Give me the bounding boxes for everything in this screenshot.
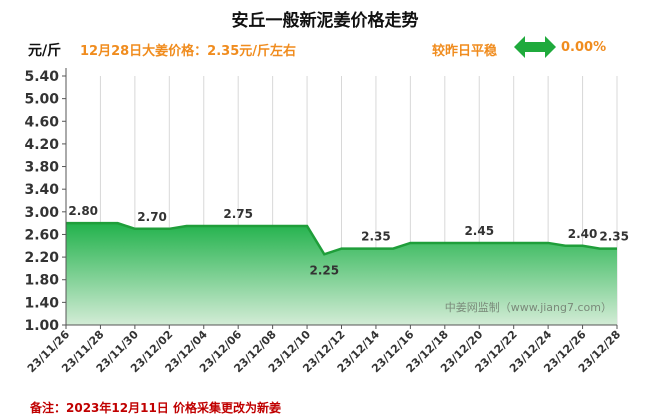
trend-percent: 0.00%: [561, 40, 607, 55]
watermark: 中姜网监制（www.jiang7.com）: [445, 300, 612, 314]
y-tick-label: 3.80: [24, 160, 59, 176]
y-tick-label: 1.00: [24, 318, 59, 334]
y-tick-label: 2.60: [24, 227, 59, 243]
y-tick-label: 1.40: [24, 295, 59, 311]
price-area: [66, 223, 617, 325]
unit-label: 元/斤: [28, 43, 62, 59]
price-line: [66, 221, 617, 256]
trend-text: 较昨日平稳: [432, 44, 498, 59]
chart-title: 安丘一般新泥姜价格走势: [231, 11, 419, 31]
y-tick-label: 4.60: [24, 114, 59, 130]
double-arrow-icon: [514, 36, 556, 58]
y-tick-label: 3.40: [24, 182, 59, 198]
y-tick-label: 3.00: [24, 205, 59, 221]
y-tick-label: 1.80: [24, 273, 59, 289]
y-tick-label: 5.40: [24, 69, 59, 85]
data-label: 2.75: [223, 207, 253, 221]
y-tick-label: 5.00: [24, 92, 59, 108]
price-headline: 12月28日大姜价格：2.35元/斤左右: [80, 44, 297, 59]
data-label: 2.70: [137, 210, 167, 224]
data-label: 2.25: [309, 263, 339, 277]
footnote: 备注：2023年12月11日 价格采集更改为新姜: [30, 401, 281, 415]
data-label: 2.80: [68, 204, 98, 218]
y-tick-label: 4.20: [24, 137, 59, 153]
data-label: 2.45: [464, 224, 494, 238]
data-label: 2.35: [361, 230, 391, 244]
y-tick-label: 2.20: [24, 250, 59, 266]
data-label: 2.40: [568, 227, 598, 241]
data-label: 2.35: [599, 230, 629, 244]
